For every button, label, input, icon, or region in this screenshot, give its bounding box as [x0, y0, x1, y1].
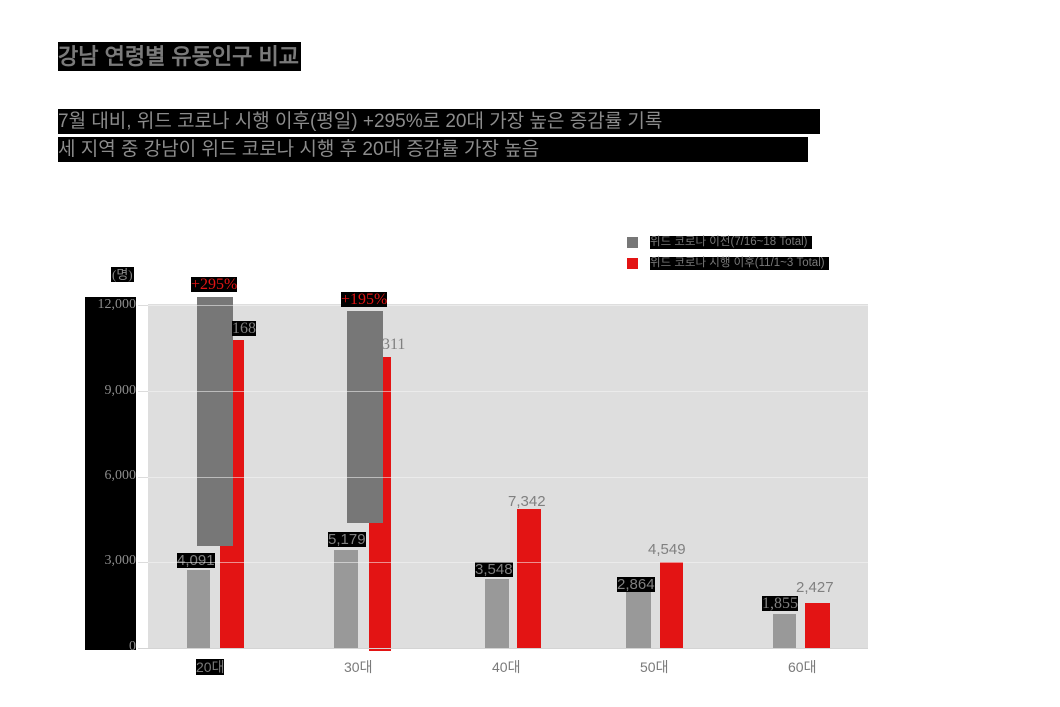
change-label-30s: +195%: [341, 291, 388, 308]
x-label-text: 60대: [788, 659, 817, 675]
value-label-before-60s: 1,855: [762, 595, 798, 612]
legend-label-after: 위드 코로나 시행 이후(11/1~3 Total): [650, 257, 829, 270]
legend-label-before: 위드 코로나 이전(7/16~18 Total): [650, 236, 812, 249]
value-label-after-40s: 7,342: [508, 493, 546, 510]
bar-before-60s: [773, 614, 796, 648]
value-label-after-20s: 168: [232, 320, 256, 337]
x-label-text: 30대: [344, 659, 373, 675]
y-tick-6000: 6,000: [104, 468, 137, 483]
y-tick-3000: 3,000: [104, 553, 137, 568]
value-label-after-30s: 311: [382, 336, 406, 353]
y-tick-0: 0: [129, 639, 136, 654]
tick-mark: [138, 305, 148, 306]
bar-before-20s: [187, 570, 210, 648]
y-axis-band: [85, 297, 136, 650]
gridline: [148, 305, 868, 306]
tick-mark: [138, 562, 148, 563]
x-label-20s: 20대: [196, 659, 225, 676]
value-label-before-20s: 4,091: [177, 552, 215, 569]
bar-before-40s: [485, 579, 509, 648]
gridline: [148, 477, 868, 478]
bar-before-total-30s: [347, 311, 383, 523]
value-label-before-30s: 5,179: [328, 531, 366, 548]
subtitle-line-1: 7월 대비, 위드 코로나 시행 이후(평일) +295%로 20대 가장 높은…: [58, 109, 820, 134]
x-label-text: 50대: [640, 659, 669, 675]
value-label-before-40s: 3,548: [475, 561, 513, 578]
x-label-text: 20대: [196, 659, 225, 675]
y-axis-unit: (명): [111, 267, 134, 282]
tick-mark: [138, 391, 148, 392]
bar-before-total-20s: [197, 297, 233, 546]
x-axis-line: [138, 648, 868, 649]
legend-swatch-before: [627, 237, 638, 248]
gridline: [148, 391, 868, 392]
value-label-before-50s: 2,864: [617, 576, 655, 593]
y-tick-12000: 12,000: [97, 297, 137, 312]
x-label-30s: 30대: [344, 659, 372, 676]
x-label-50s: 50대: [640, 659, 668, 676]
change-label-20s: +295%: [191, 276, 238, 293]
gridline: [148, 562, 868, 563]
tick-mark: [138, 477, 148, 478]
bar-after-40s: [517, 509, 541, 648]
x-label-40s: 40대: [492, 659, 520, 676]
subtitle-line-2: 세 지역 중 강남이 위드 코로나 시행 후 20대 증감률 가장 높음: [58, 137, 808, 162]
bar-before-50s: [626, 592, 651, 648]
y-tick-9000: 9,000: [104, 383, 137, 398]
value-label-after-50s: 4,549: [648, 541, 686, 558]
bar-after-60s: [805, 603, 830, 648]
bar-before-30s: [334, 550, 358, 648]
x-label-text: 40대: [492, 659, 521, 675]
legend-swatch-after: [627, 258, 638, 269]
value-label-after-60s: 2,427: [796, 579, 834, 596]
bar-after-50s: [660, 562, 683, 648]
x-label-60s: 60대: [788, 659, 816, 676]
chart-title: 강남 연령별 유동인구 비교: [58, 42, 301, 71]
